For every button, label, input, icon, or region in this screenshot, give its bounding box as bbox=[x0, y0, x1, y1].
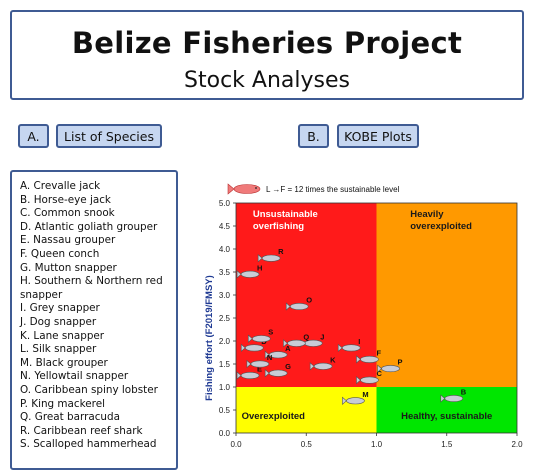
quadrant-heavily-overexploited bbox=[376, 203, 517, 387]
species-list-item: K. Lane snapper bbox=[20, 329, 105, 342]
species-list-item: C. Common snook bbox=[20, 207, 115, 220]
quadrant-label-unsustainable-overfishing-line2: overfishing bbox=[253, 221, 304, 232]
species-point-tail bbox=[246, 359, 252, 369]
species-list-item: N. Yellowtail snapper bbox=[20, 370, 129, 383]
x-tick-label: 1.5 bbox=[441, 440, 453, 449]
species-point-tail bbox=[257, 254, 263, 263]
legend-note-text: L →F = 12 times the sustainable level bbox=[266, 185, 400, 194]
y-tick-label: 4.5 bbox=[219, 222, 231, 231]
species-list-item: S. Scalloped hammerhead bbox=[20, 438, 157, 451]
species-point-tail bbox=[264, 350, 270, 359]
axes-layer: 0.0 0.5 1.0 1.5 2.0 2.5 3.0 3.5 4.0 4.5 5.0 0.0 0.5 1… bbox=[219, 199, 523, 449]
species-list-item: D. Atlantic goliath grouper bbox=[20, 220, 158, 233]
species-point-tail bbox=[283, 339, 288, 348]
quadrant-label-unsustainable-overfishing: Unsustainable bbox=[253, 209, 318, 220]
species-point-tail bbox=[342, 396, 347, 405]
y-tick-label: 2.0 bbox=[219, 337, 231, 346]
y-tick-label: 0.5 bbox=[219, 406, 231, 415]
y-tick-label: 5.0 bbox=[219, 199, 231, 208]
species-point-tail bbox=[236, 371, 242, 380]
species-point-label-I: I bbox=[358, 337, 360, 346]
species-point-label-N: N bbox=[267, 353, 272, 362]
species-list-item: Q. Great barracuda bbox=[20, 411, 120, 424]
snapper-icon bbox=[227, 183, 261, 195]
species-point-label-Q: Q bbox=[303, 332, 309, 341]
title-panel: Belize Fisheries Project Stock Analyses bbox=[10, 10, 524, 100]
quadrant-label-overexploited: Overexploited bbox=[242, 411, 306, 422]
species-point-label-C: C bbox=[376, 369, 382, 378]
species-list-item: I. Grey snapper bbox=[20, 302, 100, 315]
page-title: Belize Fisheries Project bbox=[71, 26, 463, 60]
y-tick-label: 3.5 bbox=[219, 268, 231, 277]
species-point-label-O: O bbox=[306, 296, 312, 305]
species-point-label-F: F bbox=[376, 348, 381, 357]
species-point-label-S: S bbox=[268, 328, 273, 337]
y-tick-label: 0.0 bbox=[219, 429, 231, 438]
species-point-tail bbox=[240, 343, 246, 353]
species-point-tail bbox=[236, 270, 242, 279]
species-point-label-R: R bbox=[278, 247, 284, 256]
species-list-item: H. Southern & Northern red snapper bbox=[20, 275, 163, 301]
x-tick-label: 2.0 bbox=[511, 440, 523, 449]
species-list-item: P. King mackerel bbox=[20, 397, 106, 410]
section-b-badge: B. bbox=[298, 124, 329, 148]
species-point-label-K: K bbox=[330, 355, 336, 364]
species-list-item: G. Mutton snapper bbox=[20, 261, 117, 274]
species-list-item: E. Nassau grouper bbox=[20, 234, 116, 247]
species-points-layer: ABCDEFGHIJKMNOPQRS bbox=[236, 247, 467, 405]
x-tick-label: 0.0 bbox=[230, 440, 242, 449]
species-point-tail bbox=[309, 362, 315, 371]
species-point-label-G: G bbox=[285, 362, 291, 371]
species-list-heading: List of Species bbox=[56, 124, 162, 148]
y-tick-label: 4.0 bbox=[219, 245, 231, 254]
page-subtitle: Stock Analyses bbox=[184, 68, 350, 93]
species-list-item: O. Caribbean spiny lobster bbox=[20, 383, 158, 396]
x-tick-label: 1.0 bbox=[371, 440, 383, 449]
quadrant-overexploited bbox=[236, 387, 377, 433]
legend-note: L →F = 12 times the sustainable level bbox=[227, 183, 400, 195]
kobe-plots-heading: KOBE Plots bbox=[337, 124, 419, 148]
section-a-badge: A. bbox=[18, 124, 49, 148]
species-point-label-A: A bbox=[285, 344, 291, 353]
y-tick-label: 1.0 bbox=[219, 383, 231, 392]
species-point-tail bbox=[264, 369, 270, 378]
species-list-panel: A. Crevalle jack B. Horse-eye jack C. Comm… bbox=[10, 170, 178, 470]
species-point-label-H: H bbox=[257, 263, 262, 272]
species-list-item: J. Dog snapper bbox=[20, 315, 97, 328]
quadrant-unsustainable-overfishing bbox=[236, 203, 377, 387]
species-point-tail bbox=[356, 355, 361, 364]
species-point-tail bbox=[377, 364, 383, 373]
y-tick-label: 2.5 bbox=[219, 314, 231, 323]
species-list-item: L. Silk snapper bbox=[20, 343, 97, 356]
species-list-item: R. Caribbean reef shark bbox=[20, 424, 143, 437]
y-tick-label: 1.5 bbox=[219, 360, 231, 369]
species-point-label-E: E bbox=[257, 365, 262, 374]
species-point-label-M: M bbox=[362, 390, 368, 399]
species-point-label-B: B bbox=[461, 388, 467, 397]
quadrant-label-heavily-overexploited: Heavily bbox=[410, 209, 444, 220]
x-tick-label: 0.5 bbox=[301, 440, 313, 449]
y-tick-label: 3.0 bbox=[219, 291, 231, 300]
quadrant-label-heavily-overexploited-line2: overexploited bbox=[410, 221, 472, 232]
species-list: A. Crevalle jack B. Horse-eye jack C. Comm… bbox=[12, 172, 176, 452]
species-point-tail bbox=[440, 394, 446, 403]
species-point-tail bbox=[247, 334, 253, 343]
species-point-tail bbox=[356, 375, 361, 385]
species-point-tail bbox=[337, 343, 343, 353]
quadrant-healthy-sustainable bbox=[376, 387, 517, 433]
quadrant-label-healthy-sustainable: Healthy, sustainable bbox=[401, 411, 492, 422]
y-axis-label: Fishing effort (F2019/FMSY) bbox=[204, 275, 215, 401]
species-point-tail bbox=[285, 302, 291, 311]
species-list-item: F. Queen conch bbox=[20, 247, 100, 260]
species-list-item: B. Horse-eye jack bbox=[20, 193, 111, 206]
species-point-label-J: J bbox=[320, 332, 324, 341]
species-list-item: M. Black grouper bbox=[20, 356, 108, 369]
species-point-label-P: P bbox=[398, 358, 403, 367]
species-list-item: A. Crevalle jack bbox=[20, 180, 101, 192]
